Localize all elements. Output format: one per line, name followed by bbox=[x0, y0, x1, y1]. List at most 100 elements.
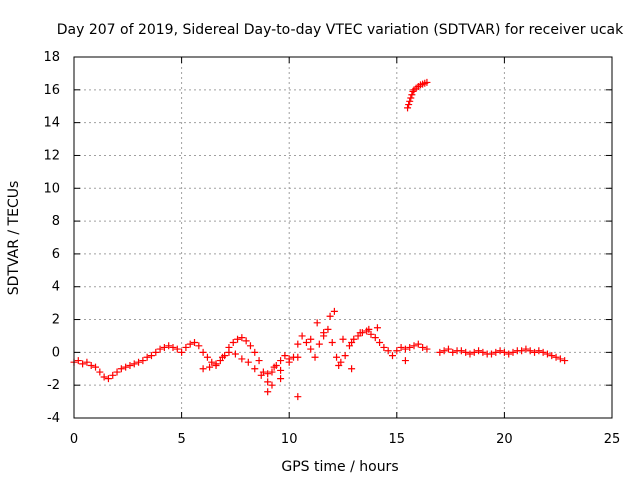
data-point bbox=[264, 378, 272, 386]
data-point bbox=[408, 91, 416, 99]
data-point bbox=[231, 350, 239, 358]
data-point bbox=[126, 361, 134, 369]
data-point bbox=[294, 340, 302, 348]
chart-title: Day 207 of 2019, Sidereal Day-to-day VTE… bbox=[57, 22, 624, 38]
x-tick-label: 20 bbox=[496, 432, 513, 447]
data-point bbox=[225, 348, 233, 356]
data-point bbox=[122, 363, 130, 371]
data-point bbox=[371, 334, 379, 342]
data-point bbox=[246, 342, 254, 350]
data-point bbox=[365, 325, 373, 333]
data-point bbox=[294, 393, 302, 401]
data-point bbox=[152, 348, 160, 356]
series-sdtvar-outliers bbox=[264, 357, 409, 401]
y-tick-label: 10 bbox=[43, 181, 60, 196]
data-point bbox=[92, 363, 100, 371]
data-point bbox=[199, 365, 207, 373]
data-point bbox=[104, 375, 112, 383]
y-tick-label: 18 bbox=[43, 50, 60, 65]
data-point bbox=[348, 339, 356, 347]
y-tick-label: 16 bbox=[43, 83, 60, 98]
data-point bbox=[407, 94, 415, 102]
data-point bbox=[466, 350, 474, 358]
data-point bbox=[440, 347, 448, 355]
data-point bbox=[436, 348, 444, 356]
data-point bbox=[397, 343, 405, 351]
data-point bbox=[238, 355, 246, 363]
series-sdtvar-arc bbox=[404, 78, 431, 112]
data-point bbox=[268, 381, 276, 389]
y-axis-label: SDTVAR / TECUs bbox=[6, 181, 22, 296]
y-tick-label: 4 bbox=[52, 280, 60, 295]
data-point bbox=[264, 370, 272, 378]
data-point bbox=[341, 352, 349, 360]
data-point bbox=[139, 357, 147, 365]
data-points bbox=[70, 78, 569, 401]
data-point bbox=[380, 343, 388, 351]
data-point bbox=[130, 360, 138, 368]
data-point bbox=[535, 347, 543, 355]
data-point bbox=[195, 342, 203, 350]
data-point bbox=[281, 352, 289, 360]
data-point bbox=[79, 360, 87, 368]
data-point bbox=[234, 335, 242, 343]
data-point bbox=[208, 358, 216, 366]
data-point bbox=[406, 343, 414, 351]
y-tick-label: 6 bbox=[52, 247, 60, 262]
data-point bbox=[496, 347, 504, 355]
data-point bbox=[307, 335, 315, 343]
data-point bbox=[367, 330, 375, 338]
data-point bbox=[257, 371, 265, 379]
x-axis-label: GPS time / hours bbox=[281, 459, 398, 475]
data-point bbox=[113, 368, 121, 376]
data-point bbox=[449, 348, 457, 356]
data-point bbox=[404, 104, 412, 112]
data-point bbox=[311, 353, 319, 361]
data-point bbox=[539, 348, 547, 356]
data-point bbox=[74, 357, 82, 365]
y-tick-label: 14 bbox=[43, 116, 60, 131]
data-point bbox=[333, 353, 341, 361]
data-point bbox=[147, 352, 155, 360]
data-point bbox=[556, 355, 564, 363]
data-point bbox=[335, 361, 343, 369]
data-point bbox=[135, 358, 143, 366]
data-point bbox=[406, 97, 414, 105]
data-point bbox=[178, 348, 186, 356]
x-tick-label: 25 bbox=[604, 432, 621, 447]
data-point bbox=[285, 358, 293, 366]
data-point bbox=[492, 348, 500, 356]
data-point bbox=[410, 342, 418, 350]
series-sdtvar-secondary bbox=[199, 307, 381, 379]
data-point bbox=[242, 337, 250, 345]
data-point bbox=[376, 339, 384, 347]
data-point bbox=[401, 345, 409, 353]
data-point bbox=[444, 345, 452, 353]
data-point bbox=[96, 368, 104, 376]
data-point bbox=[419, 343, 427, 351]
y-tick-label: -2 bbox=[47, 378, 60, 393]
data-point bbox=[373, 324, 381, 332]
data-point bbox=[277, 366, 285, 374]
y-tick-label: 0 bbox=[52, 345, 60, 360]
data-point bbox=[264, 388, 272, 396]
data-point bbox=[212, 360, 220, 368]
data-point bbox=[307, 345, 315, 353]
data-point bbox=[384, 347, 392, 355]
x-tick-label: 15 bbox=[389, 432, 406, 447]
data-point bbox=[505, 350, 513, 358]
axis-ticks: 0 5 10 15 20 25 -4 -2 0 2 4 6 8 10 12 14 16 18 bbox=[43, 50, 620, 447]
data-point bbox=[423, 345, 431, 353]
grid-lines bbox=[74, 57, 612, 418]
data-point bbox=[251, 348, 259, 356]
data-point bbox=[548, 352, 556, 360]
data-point bbox=[487, 350, 495, 358]
data-point bbox=[160, 343, 168, 351]
y-tick-label: 12 bbox=[43, 148, 60, 163]
data-point bbox=[173, 345, 181, 353]
data-point bbox=[409, 87, 417, 95]
data-point bbox=[165, 342, 173, 350]
data-point bbox=[302, 339, 310, 347]
data-point bbox=[518, 347, 526, 355]
data-point bbox=[405, 101, 413, 109]
